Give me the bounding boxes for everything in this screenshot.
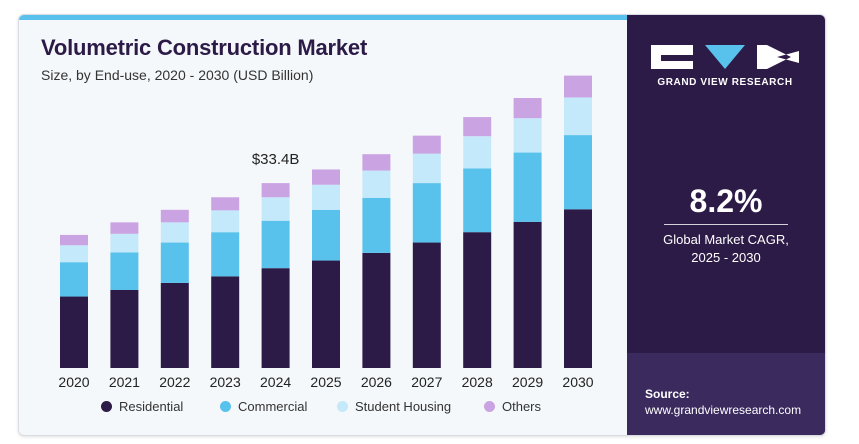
bar-student-housing-2021 bbox=[110, 233, 139, 253]
x-tick-label-2028: 2028 bbox=[462, 374, 493, 390]
bar-commercial-2025 bbox=[312, 209, 340, 261]
bar-commercial-2026 bbox=[362, 197, 391, 253]
brand-name: GRAND VIEW RESEARCH bbox=[657, 77, 793, 88]
x-tick-label-2023: 2023 bbox=[210, 374, 241, 390]
bar-commercial-2028 bbox=[463, 168, 492, 233]
brand-logo: GRAND VIEW RESEARCH bbox=[651, 41, 799, 101]
bar-residential-2029 bbox=[513, 221, 542, 368]
source-link[interactable]: www.grandviewresearch.com bbox=[645, 403, 802, 417]
bar-residential-2021 bbox=[110, 290, 139, 368]
chart-legend: Residential Commercial Student Housing Othe… bbox=[19, 399, 627, 419]
chart-panel: 2020 2021 2022 2023 $33.4B 2024 2025 2026 2027 20… bbox=[19, 15, 627, 435]
bar-residential-2025 bbox=[312, 260, 340, 368]
cagr-label-line1: Global Market CAGR, bbox=[663, 232, 789, 247]
bar-residential-2023 bbox=[211, 276, 240, 368]
bar-others-2023 bbox=[211, 197, 240, 211]
legend-label: Student Housing bbox=[355, 399, 452, 414]
bar-residential-2027 bbox=[412, 242, 441, 368]
x-tick-label-2020: 2020 bbox=[58, 374, 89, 390]
x-tick-label-2029: 2029 bbox=[512, 374, 543, 390]
bar-commercial-2021 bbox=[110, 252, 139, 290]
legend-label: Others bbox=[502, 399, 542, 414]
chart-title: Volumetric Construction Market bbox=[41, 35, 368, 60]
x-tick-label-2024: 2024 bbox=[260, 374, 291, 390]
bar-residential-2024 bbox=[261, 268, 290, 368]
bar-others-2027 bbox=[412, 135, 441, 154]
legend-swatch bbox=[101, 401, 112, 412]
source-background bbox=[627, 353, 825, 435]
bar-student-housing-2022 bbox=[160, 222, 189, 243]
bar-commercial-2024 bbox=[261, 220, 290, 269]
bar-others-2022 bbox=[160, 209, 189, 223]
bar-others-2021 bbox=[110, 222, 139, 234]
chart-subtitle: Size, by End-use, 2020 - 2030 (USD Billi… bbox=[41, 67, 314, 83]
legend-label: Residential bbox=[119, 399, 184, 414]
bar-student-housing-2026 bbox=[362, 170, 391, 198]
data-label-2024: $33.4B bbox=[252, 151, 300, 168]
bar-others-2025 bbox=[312, 169, 340, 185]
x-tick-label-2030: 2030 bbox=[562, 374, 593, 390]
legend-swatch bbox=[220, 401, 231, 412]
bar-residential-2020 bbox=[60, 296, 88, 368]
bar-commercial-2027 bbox=[412, 183, 441, 243]
bar-student-housing-2023 bbox=[211, 210, 240, 233]
bar-others-2028 bbox=[463, 117, 492, 137]
bar-others-2024 bbox=[261, 183, 290, 198]
legend-item-commercial: Commercial bbox=[220, 399, 307, 414]
bar-residential-2022 bbox=[160, 282, 189, 368]
x-tick-label-2025: 2025 bbox=[310, 374, 341, 390]
bar-student-housing-2028 bbox=[463, 136, 492, 169]
info-panel: GRAND VIEW RESEARCH 8.2% Global Market C… bbox=[627, 15, 825, 435]
bar-student-housing-2025 bbox=[312, 184, 340, 210]
x-tick-label-2026: 2026 bbox=[361, 374, 392, 390]
bar-residential-2028 bbox=[463, 232, 492, 368]
chart-card: 2020 2021 2022 2023 $33.4B 2024 2025 2026 2027 20… bbox=[18, 14, 826, 436]
legend-item-residential: Residential bbox=[101, 399, 183, 414]
bar-student-housing-2020 bbox=[60, 245, 88, 263]
legend-swatch bbox=[337, 401, 348, 412]
bar-student-housing-2030 bbox=[564, 97, 592, 136]
bar-student-housing-2029 bbox=[513, 118, 542, 153]
legend-swatch bbox=[484, 401, 495, 412]
bar-student-housing-2024 bbox=[261, 197, 290, 221]
cagr-label-line2: 2025 - 2030 bbox=[691, 250, 761, 265]
x-tick-label-2021: 2021 bbox=[109, 374, 140, 390]
bar-others-2029 bbox=[513, 98, 542, 119]
bar-commercial-2030 bbox=[564, 135, 592, 210]
legend-item-student-housing: Student Housing bbox=[337, 399, 451, 414]
bar-commercial-2023 bbox=[211, 232, 240, 277]
bar-student-housing-2027 bbox=[412, 153, 441, 184]
legend-item-others: Others bbox=[484, 399, 541, 414]
bar-commercial-2029 bbox=[513, 152, 542, 222]
bar-others-2030 bbox=[564, 75, 592, 98]
x-tick-label-2027: 2027 bbox=[411, 374, 442, 390]
logo-icon bbox=[651, 45, 799, 69]
bar-commercial-2022 bbox=[160, 242, 189, 283]
bar-residential-2026 bbox=[362, 252, 391, 368]
cagr-divider bbox=[664, 224, 788, 225]
bar-others-2020 bbox=[60, 234, 88, 246]
bar-commercial-2020 bbox=[60, 262, 88, 297]
cagr-label: Global Market CAGR, 2025 - 2030 bbox=[627, 231, 825, 267]
bar-others-2026 bbox=[362, 154, 391, 171]
source-label: Source: bbox=[645, 387, 690, 401]
x-tick-label-2022: 2022 bbox=[159, 374, 190, 390]
accent-bar bbox=[19, 15, 627, 20]
cagr-value: 8.2% bbox=[689, 183, 763, 219]
bar-residential-2030 bbox=[564, 209, 592, 368]
legend-label: Commercial bbox=[238, 399, 308, 414]
stacked-bar-chart: 2020 2021 2022 2023 $33.4B 2024 2025 2026 2027 20… bbox=[58, 75, 594, 390]
